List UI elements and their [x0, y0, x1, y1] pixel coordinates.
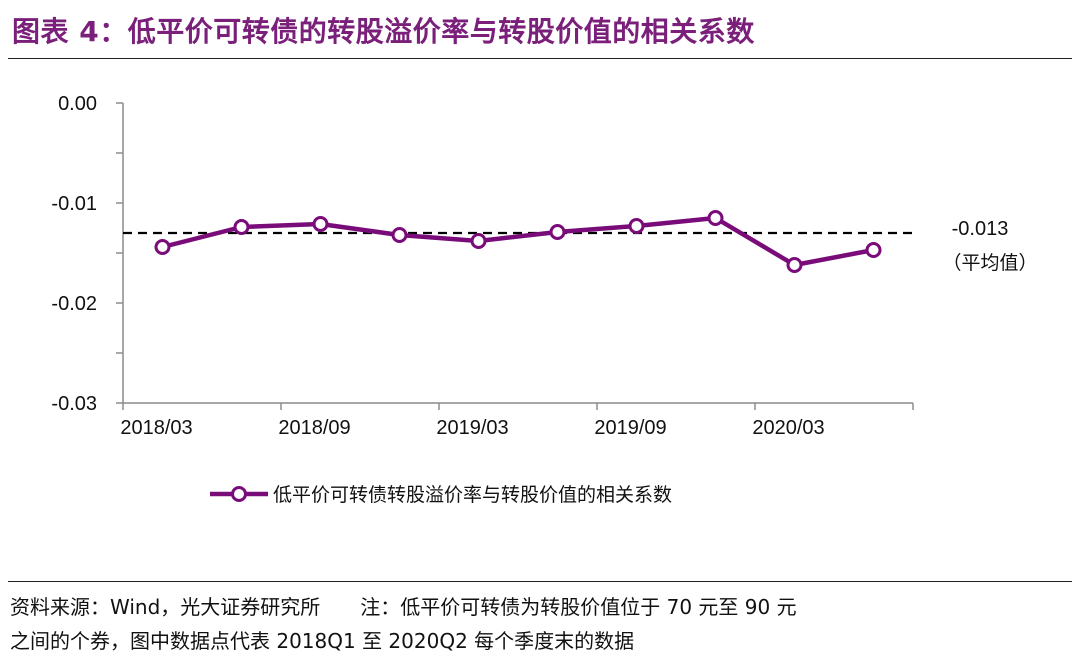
footnote-rule	[8, 581, 1072, 582]
x-tick-label: 2018/09	[278, 417, 350, 439]
x-tick-label: 2019/03	[436, 417, 508, 439]
data-point	[549, 224, 566, 240]
legend-label: 低平价可转债转股溢价率与转股价值的相关系数	[273, 484, 672, 506]
data-point	[707, 210, 724, 226]
series-line	[154, 210, 882, 273]
y-tick-label: -0.01	[51, 193, 97, 215]
series-polyline	[161, 215, 874, 268]
footnote-line-1: 资料来源：Wind，光大证券研究所 注：低平价可转债为转股价值位于 70 元至 9…	[10, 590, 1070, 624]
data-point	[154, 239, 171, 255]
footnote: 资料来源：Wind，光大证券研究所 注：低平价可转债为转股价值位于 70 元至 9…	[10, 590, 1070, 658]
legend-marker-swatch	[231, 486, 247, 502]
average-sublabel: （平均值）	[942, 252, 1037, 274]
y-tick-label: -0.02	[51, 293, 97, 315]
x-tick-label: 2019/09	[594, 417, 666, 439]
data-point	[391, 227, 408, 243]
x-tick-label: 2018/03	[120, 417, 192, 439]
footnote-line-2: 之间的个券，图中数据点代表 2018Q1 至 2020Q2 每个季度末的数据	[10, 629, 635, 653]
data-point	[233, 219, 250, 235]
footnote-source: 资料来源：Wind，光大证券研究所	[10, 595, 321, 619]
y-tick-label: 0.00	[58, 93, 97, 115]
footnote-note: 注：低平价可转债为转股价值位于 70 元至 90 元	[360, 595, 797, 619]
correlation-line-chart: 0.00 -0.01 -0.02 -0.03 2018/03 2018/09 2019/0…	[51, 93, 1038, 506]
average-value-label: -0.013	[952, 218, 1009, 240]
y-tick-label: -0.03	[51, 393, 97, 415]
data-point	[470, 233, 487, 249]
legend: 低平价可转债转股溢价率与转股价值的相关系数	[210, 484, 672, 506]
y-axis: 0.00 -0.01 -0.02 -0.03	[51, 93, 124, 415]
x-tick-label: 2020/03	[752, 417, 824, 439]
data-point	[312, 216, 329, 232]
figure-title: 图表 4：低平价可转债的转股溢价率与转股价值的相关系数	[12, 15, 755, 48]
reference-line: -0.013 （平均值）	[123, 218, 1038, 274]
data-point	[628, 218, 645, 234]
data-point	[865, 242, 882, 258]
data-point	[786, 257, 803, 273]
x-axis: 2018/03 2018/09 2019/03 2019/09 2020/03	[120, 402, 914, 439]
title-rule	[8, 58, 1072, 59]
